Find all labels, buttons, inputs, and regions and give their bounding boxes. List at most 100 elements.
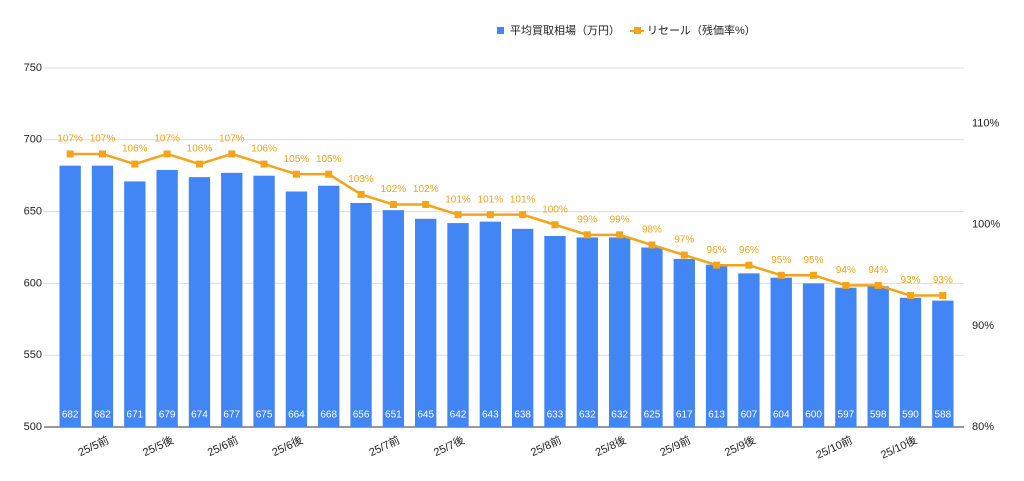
line-value-label: 107% [57,134,83,145]
bar [770,277,792,427]
bar-value-label: 597 [838,410,855,421]
line-value-label: 96% [707,245,727,256]
bar [673,258,695,427]
line-value-label: 106% [251,144,277,155]
bar [802,283,825,427]
bar [415,218,437,427]
bar-value-label: 633 [547,410,564,421]
line-value-label: 96% [739,245,759,256]
bar [835,287,857,427]
line-marker [131,160,139,168]
line-marker [616,231,624,239]
bar-value-label: 638 [514,410,531,421]
line-value-label: 107% [90,134,116,145]
y-tick-label: 600 [24,277,42,289]
line-marker [583,231,591,239]
y-tick-label: 650 [24,206,42,218]
line [70,152,943,297]
bar-value-label: 677 [223,410,240,421]
line-marker [98,150,106,158]
line-marker [777,271,785,279]
bar-value-label: 645 [417,410,434,421]
bar-value-label: 613 [708,410,725,421]
line-value-label: 101% [478,194,504,205]
bar-value-label: 598 [870,410,887,421]
x-tick-label: 25/9後 [722,433,757,459]
bar [576,237,598,427]
line-marker [874,281,882,289]
line-marker [66,150,74,158]
bar [156,169,178,427]
legend-swatch [634,27,641,34]
line-marker [163,150,171,158]
line-marker [648,241,656,249]
line-value-label: 95% [771,255,791,266]
y2-tick-label: 100% [972,219,1000,231]
bar [188,177,211,427]
bar [867,286,889,427]
line-marker [939,292,947,300]
y-tick-label: 750 [24,62,42,74]
x-tick-label: 25/6前 [205,433,240,459]
line-value-label: 101% [510,194,536,205]
legend-label: リセール（残価率%） [647,23,756,37]
y-tick-label: 700 [24,134,42,146]
legend-label: 平均買取相場（万円） [510,24,620,37]
bar [91,165,114,427]
x-tick-label: 25/8後 [593,433,628,459]
bar [544,236,566,427]
bar [511,228,534,427]
line-value-label: 105% [316,154,342,165]
x-tick-label: 25/5前 [76,433,111,459]
line-value-label: 94% [868,265,888,276]
bar [253,175,275,427]
bar-value-label: 656 [353,410,370,421]
x-tick-label: 25/9前 [657,433,692,459]
line-value-label: 99% [577,214,597,225]
bar [318,185,340,427]
y-tick-label: 500 [24,421,42,433]
bar-value-label: 632 [579,410,596,421]
bar-value-label: 643 [482,410,499,421]
y-tick-label: 550 [24,349,42,361]
bar [350,202,372,427]
bar [932,300,954,427]
line-value-label: 106% [122,144,148,155]
line-value-label: 107% [219,134,245,145]
line-value-label: 94% [836,265,856,276]
bar [899,297,922,427]
bar-value-label: 679 [159,410,176,421]
line-value-label: 106% [187,144,213,155]
bar-value-label: 590 [902,410,919,421]
bar-value-label: 682 [62,410,79,421]
bar-value-label: 617 [676,410,693,421]
bar-value-label: 674 [191,410,208,421]
line-value-label: 103% [348,174,374,185]
line-marker [842,281,850,289]
line-marker [486,211,494,219]
line-marker [260,160,268,168]
bar-value-label: 664 [288,410,305,421]
line-value-label: 105% [284,154,310,165]
bar-value-label: 607 [741,410,758,421]
bar [479,221,502,427]
line-value-label: 107% [154,134,180,145]
bar [221,172,243,427]
y2-tick-label: 110% [972,118,1000,130]
line-value-label: 102% [381,184,407,195]
line-value-label: 100% [542,204,568,215]
line-marker [195,160,203,168]
bar [608,237,631,427]
bar-value-label: 632 [611,410,628,421]
bar-value-label: 682 [94,410,111,421]
line-marker [422,201,430,209]
line-value-label: 98% [642,225,662,236]
bar [59,165,81,427]
x-tick-label: 25/8前 [528,433,563,459]
line-marker [357,190,365,198]
line-marker [292,170,300,178]
line-value-label: 93% [901,275,921,286]
legend-swatch [497,27,504,34]
bar-value-label: 642 [450,410,467,421]
